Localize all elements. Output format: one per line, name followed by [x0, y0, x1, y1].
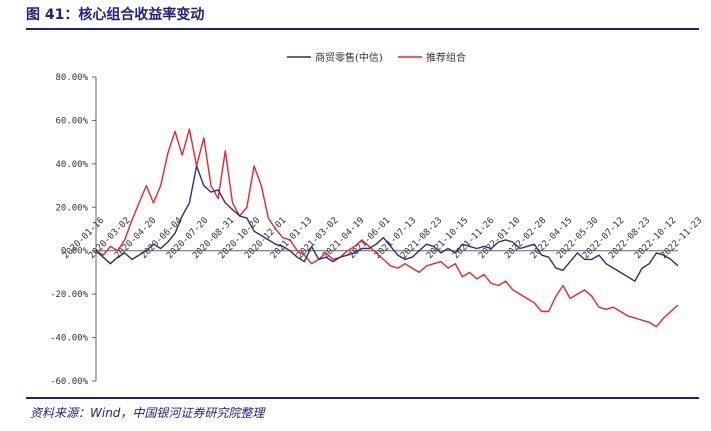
- series-line-2: [95, 128, 679, 328]
- figure-header: 图 41：核心组合收益率变动: [0, 0, 711, 27]
- y-tick-label: -60.00%: [50, 377, 89, 387]
- y-tick-label: 60.00%: [55, 116, 88, 126]
- legend: 商贸零售(中信) 推荐组合: [287, 51, 466, 64]
- legend-label: 推荐组合: [426, 51, 466, 64]
- y-tick-label: 0.00%: [61, 247, 89, 257]
- bottom-rule: [26, 397, 699, 399]
- y-tick-label: 20.00%: [55, 203, 88, 213]
- top-rule: [26, 28, 699, 30]
- y-tick-label: -20.00%: [50, 290, 89, 300]
- source-note: 资料来源：Wind，中国银河证券研究院整理: [30, 406, 265, 420]
- y-tick-label: 80.00%: [55, 73, 88, 83]
- figure-title: 图 41：核心组合收益率变动: [26, 7, 205, 23]
- series-line-1: [95, 165, 679, 282]
- axes: 80.00% 60.00% 40.00% 20.00% 0.00% -20.00% -40.…: [50, 73, 704, 387]
- y-tick-label: 40.00%: [55, 160, 88, 170]
- series-layer: [95, 128, 679, 328]
- y-tick-label: -40.00%: [50, 334, 89, 344]
- legend-label: 商贸零售(中信): [315, 51, 383, 64]
